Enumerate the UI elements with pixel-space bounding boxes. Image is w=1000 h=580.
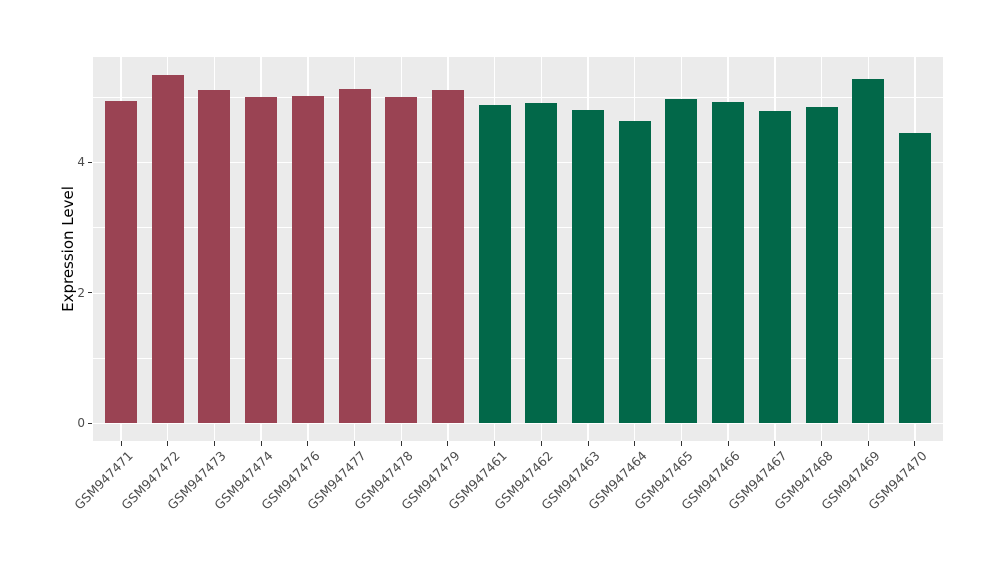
bar [852,79,885,423]
x-tick-mark [774,441,776,446]
bar [618,120,651,423]
bar [478,105,511,423]
y-tick-label: 2 [77,285,85,300]
y-tick-mark [88,292,92,293]
x-tick-mark [540,441,542,446]
gridline-minor [93,227,943,228]
bar [245,96,278,423]
x-tick-mark [494,441,496,446]
bar [758,111,791,423]
bar [525,103,558,423]
gridline-major [93,423,943,425]
x-tick-mark [307,441,309,446]
x-tick-mark [400,441,402,446]
bar [712,101,745,423]
x-tick-mark [867,441,869,446]
x-tick-mark [120,441,122,446]
x-tick-mark [354,441,356,446]
y-tick-mark [88,161,92,163]
x-tick-mark [914,441,916,446]
bar [385,97,418,423]
bar [105,101,138,423]
x-tick-mark [727,441,729,446]
x-tick-mark [587,441,589,446]
x-tick-mark [447,441,449,446]
y-tick-mark [88,422,92,424]
x-tick-mark [634,441,636,446]
x-tick-mark [821,441,823,446]
gridline-minor [93,96,943,98]
x-tick-mark [260,441,262,446]
bar [898,132,931,423]
x-tick-mark [213,441,215,446]
plot-panel [93,57,943,441]
y-tick-label: 0 [77,416,85,430]
bar [431,90,464,423]
bar [338,88,371,423]
bar [805,107,838,423]
x-tick-mark [167,441,169,446]
y-tick-label: 4 [77,155,85,169]
bar [291,96,324,423]
bar [151,74,184,423]
gridline-minor [93,357,943,359]
bar [665,99,698,423]
bar [572,110,605,423]
gridline-major [93,292,943,294]
gridline-major [93,162,943,164]
x-tick-mark [680,441,682,446]
bar [198,89,231,423]
